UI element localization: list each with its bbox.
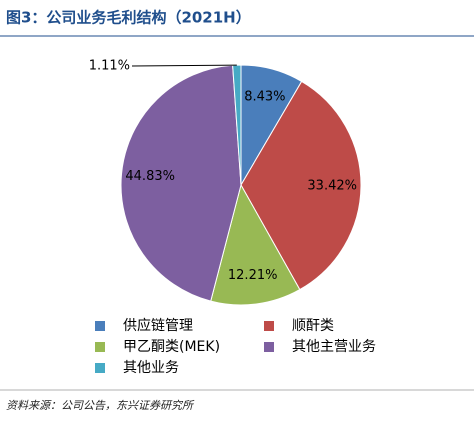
legend-label: 供应链管理 bbox=[123, 317, 193, 334]
legend-label: 其他主营业务 bbox=[292, 339, 376, 355]
leader-line bbox=[131, 64, 237, 67]
legend-swatch bbox=[264, 321, 274, 331]
legend-swatch bbox=[95, 342, 105, 352]
source-note: 资料来源：公司公告，东兴证券研究所 bbox=[6, 399, 195, 412]
legend-swatch bbox=[95, 363, 105, 373]
legend-swatch bbox=[264, 342, 274, 352]
legend-label: 甲乙酮类(MEK) bbox=[123, 339, 220, 355]
data-label: 8.43% bbox=[244, 89, 285, 104]
pie-slice bbox=[120, 64, 242, 302]
legend-label: 其他业务 bbox=[123, 360, 179, 376]
legend-label: 顺酐类 bbox=[292, 318, 334, 334]
data-label: 33.42% bbox=[307, 178, 357, 193]
chart-title: 图3：公司业务毛利结构（2021H） bbox=[6, 9, 251, 27]
data-label: 44.83% bbox=[125, 169, 175, 184]
data-label: 1.11% bbox=[89, 59, 130, 74]
legend-swatch bbox=[95, 321, 105, 331]
pie-slice bbox=[210, 183, 301, 306]
data-label: 12.21% bbox=[228, 268, 278, 283]
